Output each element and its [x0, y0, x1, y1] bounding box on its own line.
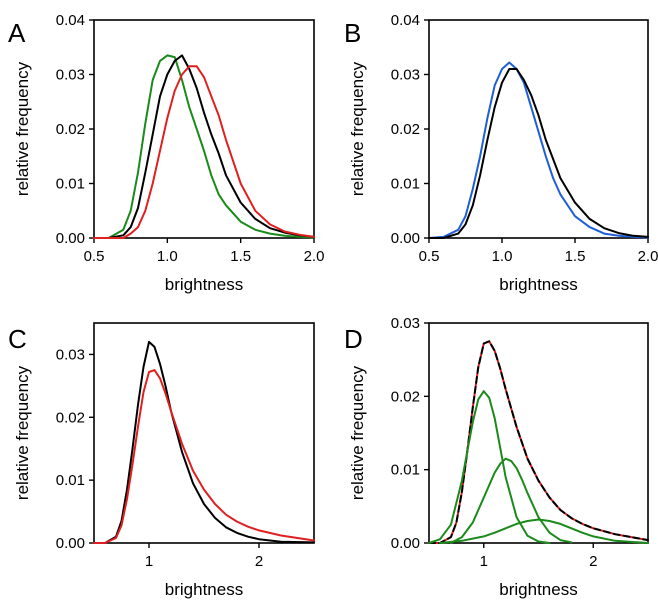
- panel-c: C 1 2 0.00 0.01 0.02 0.03 brightness relative fr…: [8, 322, 315, 599]
- series-line-4: [449, 457, 573, 544]
- y-axis-label: relative frequency: [348, 365, 367, 500]
- x-axis-label: brightness: [165, 275, 243, 294]
- series-line-2: [93, 369, 315, 544]
- y-axis-label: relative frequency: [13, 365, 32, 500]
- series-line-1: [428, 340, 649, 544]
- y-tick-label: 0.04: [56, 12, 85, 29]
- plot-frame: [93, 322, 315, 544]
- panel-letter: D: [344, 324, 363, 354]
- y-tick-label: 0.02: [391, 121, 420, 138]
- panel-letter: C: [8, 324, 27, 354]
- x-tick-label: 2: [255, 553, 263, 570]
- panel-letter: A: [8, 18, 26, 48]
- x-axis-label: brightness: [499, 275, 577, 294]
- y-axis-label: relative frequency: [13, 61, 32, 196]
- series-line-2: [93, 54, 315, 239]
- y-tick-label: 0.02: [56, 409, 85, 426]
- x-tick-label: 0.5: [84, 248, 105, 265]
- y-tick-label: 0.00: [56, 230, 85, 247]
- y-tick-label: 0.00: [56, 535, 85, 552]
- x-tick-label: 0.5: [419, 248, 440, 265]
- y-tick-label: 0.01: [56, 176, 85, 193]
- y-axis-label: relative frequency: [348, 61, 367, 196]
- y-tick-label: 0.02: [56, 121, 85, 138]
- panel-b: B 0.5 1.0 1.5 2.0 0.00 0.01 0.02 0.03 0.04 brightn…: [344, 12, 658, 294]
- series-line-1: [428, 61, 649, 239]
- x-tick-label: 2.0: [638, 248, 658, 265]
- x-tick-label: 1.0: [492, 248, 513, 265]
- y-tick-label: 0.04: [391, 12, 420, 29]
- x-tick-label: 2.0: [304, 248, 325, 265]
- x-tick-label: 1.5: [565, 248, 586, 265]
- y-tick-label: 0.01: [56, 472, 85, 489]
- y-tick-label: 0.02: [391, 388, 420, 405]
- x-axis-label: brightness: [499, 580, 577, 599]
- y-tick-label: 0.01: [391, 462, 420, 479]
- series-line-1: [93, 54, 315, 239]
- plot-frame: [93, 19, 315, 239]
- y-tick-label: 0.03: [391, 315, 420, 332]
- y-tick-label: 0.03: [56, 67, 85, 84]
- y-tick-label: 0.03: [56, 346, 85, 363]
- y-tick-label: 0.01: [391, 176, 420, 193]
- series-line-2: [428, 340, 649, 544]
- panel-letter: B: [344, 18, 361, 48]
- series-line-5: [438, 518, 649, 544]
- y-tick-label: 0.03: [391, 67, 420, 84]
- x-tick-label: 1.5: [230, 248, 251, 265]
- series-line-1: [93, 340, 315, 544]
- x-tick-label: 1: [145, 553, 153, 570]
- x-tick-label: 1.0: [157, 248, 178, 265]
- panel-d: D 1 2 0.00 0.01 0.02 0.03 brightness relative fr…: [344, 315, 649, 599]
- series-line-3: [428, 390, 551, 544]
- x-tick-label: 2: [589, 553, 597, 570]
- series-line-2: [428, 68, 649, 239]
- x-axis-label: brightness: [165, 580, 243, 599]
- y-tick-label: 0.00: [391, 230, 420, 247]
- series-line-3: [93, 65, 315, 239]
- panel-a: A 0.5 1.0 1.5 2.0 0.00 0.01 0.02 0.03 0.04 brightn…: [8, 12, 324, 294]
- x-tick-label: 1: [480, 553, 488, 570]
- plot-frame: [428, 322, 649, 544]
- y-tick-label: 0.00: [391, 535, 420, 552]
